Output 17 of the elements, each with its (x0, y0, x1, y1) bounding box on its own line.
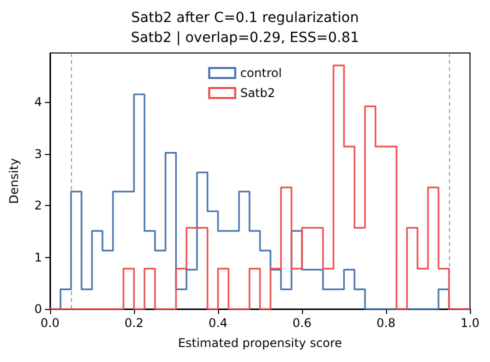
y-tick-label: 2 (34, 198, 42, 213)
legend-label: Satb2 (240, 86, 276, 100)
chart-subtitle: Satb2 | overlap=0.29, ESS=0.81 (130, 30, 360, 46)
x-axis-title: Estimated propensity score (178, 336, 342, 350)
y-tick-label: 0 (34, 302, 42, 316)
x-tick-label: 0.4 (208, 316, 228, 330)
x-tick-label: 0.0 (40, 316, 60, 330)
x-tick-label: 0.6 (292, 316, 312, 330)
x-tick-label: 0.2 (124, 316, 144, 330)
y-axis-title: Density (7, 158, 21, 204)
y-tick-label: 3 (34, 146, 42, 161)
x-tick-label: 0.8 (376, 316, 396, 330)
x-tick-label: 1.0 (460, 316, 480, 330)
chart-title: Satb2 after C=0.1 regularization (131, 10, 359, 26)
legend-label: control (240, 66, 282, 80)
y-tick-label: 1 (34, 250, 42, 264)
y-tick-label: 4 (34, 95, 42, 110)
